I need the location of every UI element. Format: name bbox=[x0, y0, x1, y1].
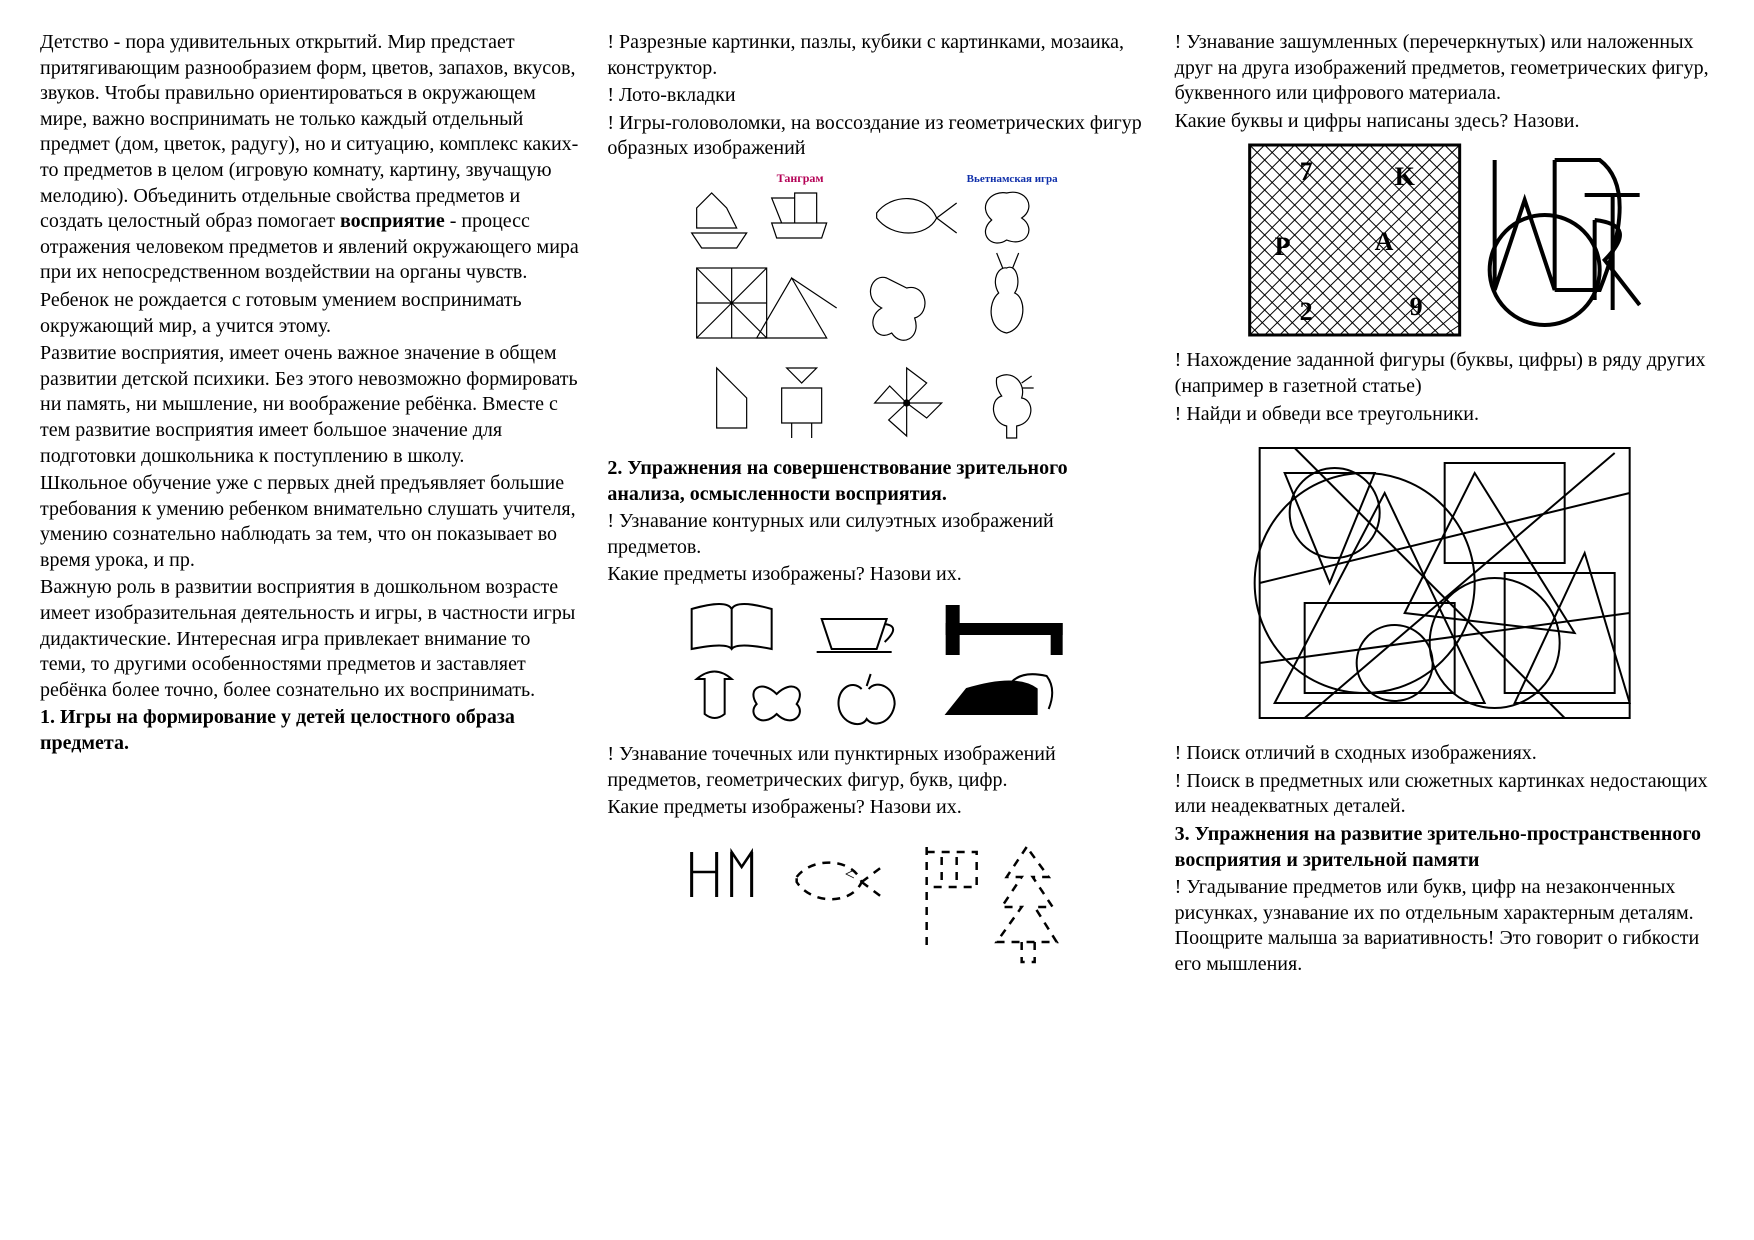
vietnam-label: Вьетнамская игра bbox=[967, 173, 1058, 185]
col3-b3: ! Найди и обведи все треугольники. bbox=[1175, 402, 1714, 428]
svg-text:9: 9 bbox=[1409, 292, 1422, 321]
col1-p2: Ребенок не рождается с готовым умением в… bbox=[40, 288, 579, 339]
col1-p1-a: Детство - пора удивительных открытий. Ми… bbox=[40, 31, 578, 232]
col2-b2: ! Лото-вкладки bbox=[607, 83, 1146, 109]
svg-text:7: 7 bbox=[1299, 157, 1312, 186]
figure-dashed: < bbox=[607, 827, 1146, 967]
svg-text:P: P bbox=[1274, 232, 1290, 261]
col3-q1: Какие буквы и цифры написаны здесь? Назо… bbox=[1175, 109, 1714, 135]
tangram-label: Танграм bbox=[777, 171, 824, 185]
col1-p1: Детство - пора удивительных открытий. Ми… bbox=[40, 30, 579, 286]
col1-heading-1: 1. Игры на формирование у детей целостно… bbox=[40, 705, 579, 756]
col3-b2: ! Нахождение заданной фигуры (буквы, циф… bbox=[1175, 348, 1714, 399]
col3-b6: ! Угадывание предметов или букв, цифр на… bbox=[1175, 875, 1714, 977]
col1-p1-bold: восприятие bbox=[340, 210, 445, 232]
page-columns: Детство - пора удивительных открытий. Ми… bbox=[40, 30, 1714, 980]
col2-b1: ! Разрезные картинки, пазлы, кубики с ка… bbox=[607, 30, 1146, 81]
col3-b5: ! Поиск в предметных или сюжетных картин… bbox=[1175, 769, 1714, 820]
col2-heading-2: 2. Упражнения на совершенствование зрите… bbox=[607, 456, 1146, 507]
col1-p4: Школьное обучение уже с первых дней пред… bbox=[40, 471, 579, 573]
col2-b5: ! Узнавание точечных или пунктирных изоб… bbox=[607, 742, 1146, 793]
figure-contours bbox=[607, 594, 1146, 734]
col2-q1: Какие предметы изображены? Назови их. bbox=[607, 562, 1146, 588]
col3-b1: ! Узнавание зашумленных (перечеркнутых) … bbox=[1175, 30, 1714, 107]
svg-text:A: A bbox=[1374, 227, 1393, 256]
col1-p3: Развитие восприятия, имеет очень важное … bbox=[40, 341, 579, 469]
col3-heading-3: 3. Упражнения на развитие зрительно-прос… bbox=[1175, 822, 1714, 873]
column-2: ! Разрезные картинки, пазлы, кубики с ка… bbox=[607, 30, 1146, 980]
col2-q2: Какие предметы изображены? Назови их. bbox=[607, 795, 1146, 821]
column-1: Детство - пора удивительных открытий. Ми… bbox=[40, 30, 579, 980]
svg-text:K: K bbox=[1394, 162, 1415, 191]
column-3: ! Узнавание зашумленных (перечеркнутых) … bbox=[1175, 30, 1714, 980]
figure-overlap-shapes bbox=[1175, 433, 1714, 733]
col2-b4: ! Узнавание контурных или силуэтных изоб… bbox=[607, 509, 1146, 560]
col2-b3: ! Игры-головоломки, на воссоздание из ге… bbox=[607, 111, 1146, 162]
col1-p5: Важную роль в развитии восприятия в дошк… bbox=[40, 575, 579, 703]
figure-noisy-letters: 7 K P A 2 9 bbox=[1175, 140, 1714, 340]
svg-text:<: < bbox=[845, 864, 855, 884]
svg-text:2: 2 bbox=[1299, 297, 1312, 326]
figure-tangram: Танграм Вьетнамская игра bbox=[607, 168, 1146, 448]
col3-b4: ! Поиск отличий в сходных изображениях. bbox=[1175, 741, 1714, 767]
